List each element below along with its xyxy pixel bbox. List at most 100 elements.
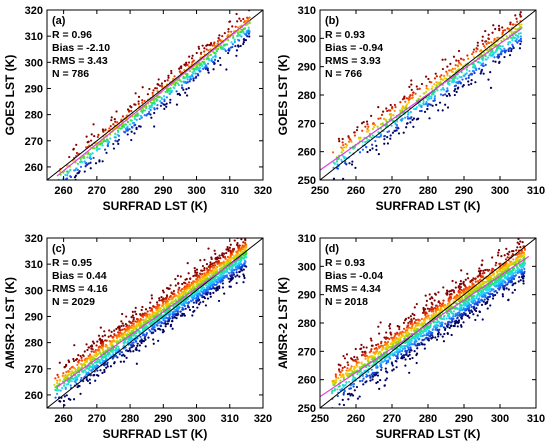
data-point: [73, 380, 76, 383]
data-point: [127, 338, 130, 341]
data-point: [443, 303, 447, 307]
data-point: [498, 29, 501, 32]
data-point: [412, 125, 415, 128]
data-point: [195, 75, 198, 78]
data-point: [109, 343, 112, 346]
data-point: [195, 271, 199, 274]
data-point: [492, 44, 495, 47]
data-point: [202, 58, 206, 61]
data-point: [141, 312, 144, 316]
data-point: [112, 142, 115, 146]
data-point: [474, 318, 477, 322]
data-point: [203, 50, 206, 53]
data-point: [197, 47, 201, 50]
data-point: [467, 80, 470, 83]
data-point: [507, 27, 511, 31]
data-point: [468, 69, 471, 73]
data-point: [84, 165, 87, 168]
data-point: [111, 350, 114, 353]
data-point: [491, 31, 494, 34]
data-point: [188, 284, 191, 287]
data-point: [523, 262, 527, 265]
data-point: [123, 333, 126, 336]
data-point: [97, 334, 101, 337]
data-point: [239, 19, 242, 22]
data-point: [89, 167, 92, 170]
data-point: [144, 308, 148, 311]
data-point: [191, 297, 194, 300]
data-point: [114, 132, 117, 135]
data-point: [240, 30, 243, 34]
data-point: [145, 106, 148, 110]
data-point: [177, 291, 180, 294]
data-point: [405, 97, 408, 100]
data-point: [410, 83, 413, 86]
data-point: [80, 362, 83, 366]
data-point: [354, 347, 357, 351]
data-point: [144, 312, 147, 315]
data-point: [416, 327, 419, 330]
data-point: [341, 387, 344, 390]
data-point: [221, 282, 224, 285]
data-point: [454, 88, 457, 91]
data-point: [65, 394, 68, 397]
data-point: [168, 311, 171, 315]
x-tick-label: 250: [311, 185, 329, 197]
data-point: [58, 400, 61, 403]
data-point: [202, 290, 205, 293]
data-point: [182, 88, 185, 91]
data-point: [420, 105, 423, 109]
data-point: [331, 151, 335, 154]
data-point: [174, 284, 177, 287]
data-point: [229, 277, 232, 281]
data-point: [370, 339, 373, 342]
data-point: [444, 58, 447, 61]
data-point: [216, 40, 220, 43]
data-point: [479, 289, 483, 293]
data-point: [209, 291, 212, 295]
data-point: [172, 289, 175, 293]
data-point: [116, 140, 119, 143]
data-point: [418, 87, 421, 90]
data-point: [158, 310, 161, 313]
x-tick-label: 290: [154, 185, 172, 197]
data-point: [336, 163, 339, 166]
data-point: [457, 49, 461, 53]
data-point: [135, 362, 138, 365]
data-point: [389, 134, 392, 137]
data-point: [341, 366, 344, 370]
data-point: [87, 140, 90, 143]
data-point: [377, 117, 380, 120]
data-point: [376, 374, 380, 377]
data-point: [409, 322, 412, 325]
data-point: [159, 315, 162, 318]
data-point: [345, 144, 349, 147]
data-point: [225, 270, 228, 274]
data-point: [198, 64, 201, 67]
data-point: [365, 380, 368, 383]
data-point: [411, 312, 414, 315]
data-point: [170, 291, 173, 295]
data-point: [342, 177, 345, 180]
data-point: [56, 381, 59, 385]
data-point: [229, 46, 233, 49]
data-point: [247, 32, 251, 35]
data-point: [374, 139, 377, 143]
data-point: [149, 301, 152, 304]
data-point: [99, 369, 102, 372]
data-point: [155, 318, 158, 322]
data-point: [77, 361, 80, 364]
data-point: [424, 75, 428, 78]
data-point: [455, 81, 458, 84]
data-point: [206, 270, 209, 274]
data-point: [464, 77, 468, 80]
data-point: [116, 356, 119, 359]
data-point: [139, 317, 142, 321]
data-point: [152, 328, 155, 331]
data-point: [121, 322, 124, 325]
data-point: [215, 289, 218, 292]
data-point: [245, 256, 248, 259]
data-point: [167, 87, 170, 90]
data-point: [187, 298, 190, 301]
data-point: [244, 235, 246, 237]
